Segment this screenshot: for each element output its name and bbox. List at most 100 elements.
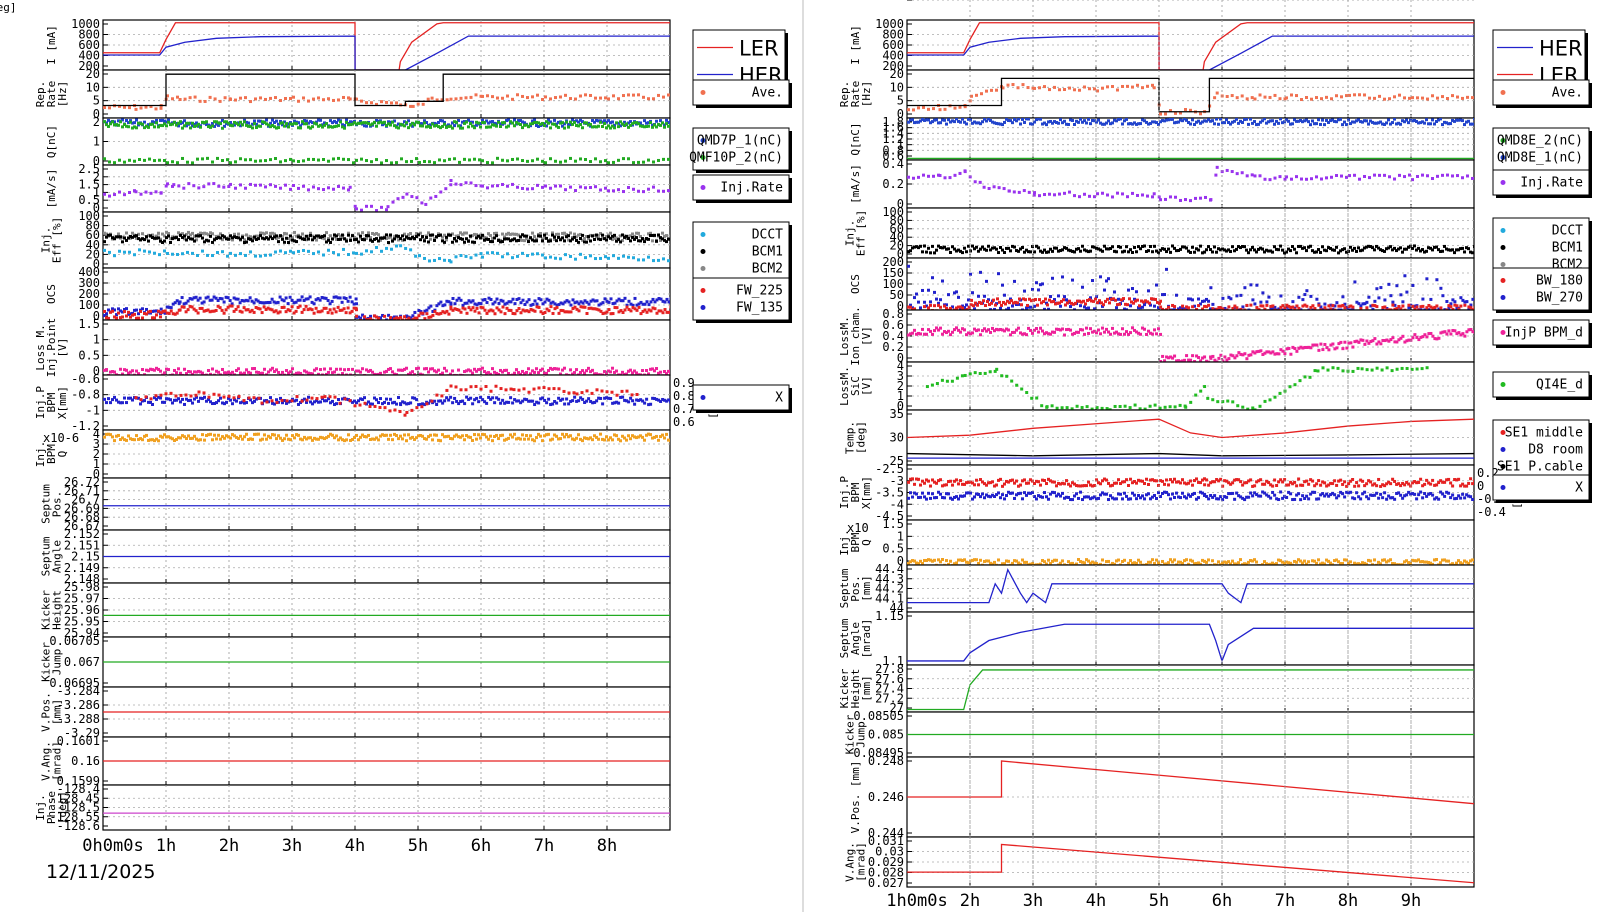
data-point [225, 400, 228, 404]
data-point [1255, 123, 1258, 127]
data-point [415, 157, 418, 161]
data-point [335, 367, 338, 371]
data-point [255, 397, 258, 401]
data-point [1301, 120, 1304, 124]
data-point [544, 256, 547, 260]
data-point [1146, 194, 1149, 198]
data-point [629, 120, 632, 124]
data-point [991, 246, 994, 250]
data-point [353, 399, 356, 403]
data-point [653, 369, 656, 373]
data-point [429, 196, 433, 200]
data-point [475, 437, 478, 441]
data-point [579, 236, 582, 240]
data-point [639, 434, 642, 438]
data-point [1199, 244, 1202, 248]
data-point [325, 240, 328, 244]
data-point [161, 232, 164, 236]
data-point [209, 400, 212, 404]
data-point [607, 235, 610, 239]
data-point [595, 372, 598, 375]
data-point [1457, 248, 1460, 252]
data-point [273, 232, 276, 236]
data-point [397, 368, 400, 372]
data-point [345, 120, 348, 124]
data-point [281, 121, 284, 125]
data-point [567, 238, 570, 242]
data-point [103, 240, 106, 244]
data-point [297, 126, 300, 130]
data-point [223, 120, 226, 124]
data-point [1021, 246, 1024, 250]
data-point [551, 367, 554, 371]
data-point [155, 313, 158, 317]
data-point [1165, 267, 1168, 271]
data-point [1041, 282, 1044, 286]
data-point [1105, 247, 1108, 251]
data-point [1449, 122, 1452, 126]
data-point [342, 186, 345, 190]
data-point [665, 240, 668, 244]
data-point [169, 240, 172, 244]
data-point [203, 395, 206, 399]
data-point [585, 312, 589, 316]
data-point [181, 252, 184, 256]
data-point [289, 187, 292, 191]
data-point [207, 369, 210, 373]
data-point [151, 316, 154, 320]
legend-label: X [775, 391, 783, 406]
data-point [1077, 120, 1080, 124]
data-point [1195, 247, 1198, 251]
data-point [328, 308, 332, 312]
data-point [484, 384, 488, 388]
data-point [315, 399, 318, 403]
data-point [1153, 120, 1156, 124]
data-point [141, 122, 144, 126]
data-point [475, 396, 479, 400]
data-point [317, 372, 320, 375]
data-point [1343, 120, 1346, 124]
data-point [227, 394, 231, 398]
data-point [113, 395, 116, 399]
y-axis-label-line: Rep. [838, 81, 851, 108]
data-point [1451, 94, 1454, 98]
data-point [190, 305, 194, 309]
data-point [317, 118, 320, 122]
data-point [573, 232, 576, 236]
data-point [1035, 244, 1038, 248]
data-point [1095, 295, 1098, 299]
data-point [1083, 192, 1086, 196]
data-point [935, 118, 938, 122]
data-point [181, 156, 184, 160]
data-point [1353, 246, 1356, 250]
data-point [239, 96, 242, 100]
data-point [385, 159, 388, 163]
data-point [1129, 248, 1132, 252]
data-point [627, 369, 630, 373]
data-point [143, 249, 146, 253]
data-point [252, 396, 256, 400]
data-point [535, 400, 539, 404]
data-point [481, 255, 484, 259]
data-point [507, 124, 510, 128]
data-point [254, 254, 257, 258]
data-point [1335, 174, 1338, 178]
data-point [205, 232, 208, 236]
data-point [1227, 248, 1230, 252]
data-point [248, 310, 252, 314]
data-point [365, 101, 368, 105]
y-tick-label: 200 [882, 255, 904, 269]
panel-4: 2.521.510.50[mA/s] [45, 162, 671, 215]
data-point [121, 372, 124, 375]
data-point [343, 439, 346, 443]
data-point [451, 308, 455, 312]
data-point [615, 400, 619, 404]
data-point [1279, 118, 1282, 121]
data-point [292, 301, 296, 305]
data-point [564, 253, 567, 257]
data-point [367, 400, 370, 404]
data-point [243, 118, 246, 122]
data-point [299, 371, 302, 375]
data-point [983, 118, 986, 121]
data-point [113, 439, 116, 443]
